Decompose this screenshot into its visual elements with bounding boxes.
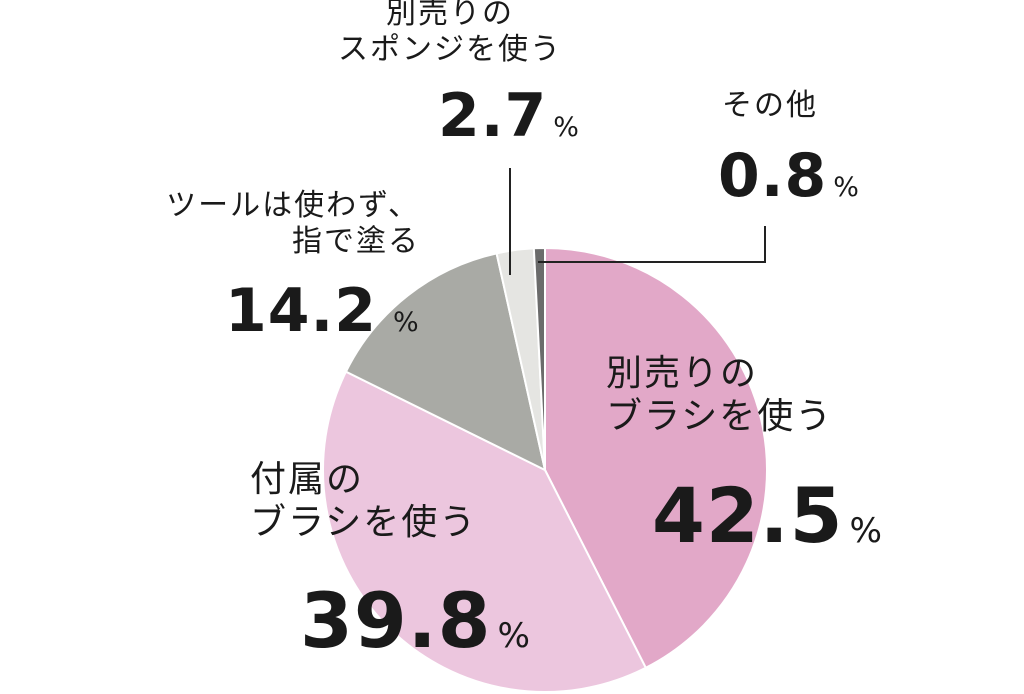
- value-label: 2.7%: [438, 80, 580, 152]
- category-label: 別売りの スポンジを使う: [338, 0, 562, 67]
- leader-line: [538, 226, 766, 263]
- unit: %: [497, 616, 532, 656]
- category-label: 付属の ブラシを使う: [250, 459, 478, 544]
- slice-label: ツールは使わず、 指で塗る: [120, 188, 420, 260]
- category-label: 別売りの ブラシを使う: [606, 353, 834, 438]
- category-label: ツールは使わず、 指で塗る: [166, 188, 420, 259]
- slice-label: 付属の ブラシを使う: [250, 458, 477, 544]
- slice-label: その他: [670, 88, 870, 124]
- slice-label: 別売りの ブラシを使う: [606, 352, 833, 438]
- value-number: 14.2: [225, 276, 378, 346]
- unit: %: [833, 172, 860, 203]
- unit: %: [553, 112, 580, 143]
- pie-slice: [544, 246, 768, 670]
- value-number: 0.8: [718, 141, 828, 211]
- category-label: その他: [722, 88, 818, 123]
- pie-slice: [532, 246, 546, 471]
- slice-label: 別売りの スポンジを使う: [300, 0, 600, 68]
- pie-slice: [322, 370, 648, 693]
- unit: %: [393, 307, 420, 338]
- value-label: 14.2%: [225, 275, 420, 347]
- value-label: 0.8%: [718, 140, 860, 212]
- value-number: 39.8: [300, 576, 492, 665]
- value-number: 42.5: [652, 471, 844, 560]
- unit: %: [849, 511, 884, 551]
- value-number: 2.7: [438, 81, 548, 151]
- value-label: 39.8%: [300, 575, 531, 666]
- value-label: 42.5%: [652, 470, 883, 561]
- pie-slice: [344, 252, 547, 472]
- slices: [322, 246, 768, 693]
